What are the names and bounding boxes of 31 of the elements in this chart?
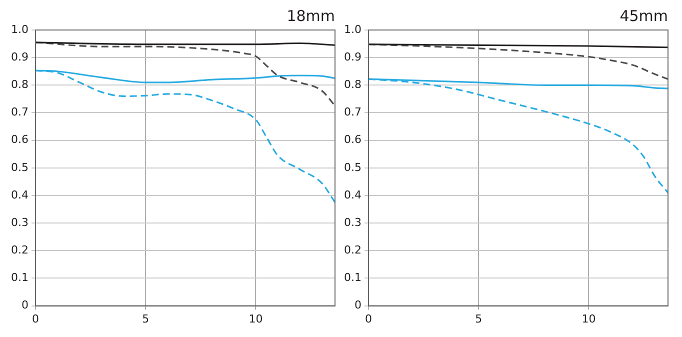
y-tick-label: 1.0: [10, 22, 28, 36]
y-tick-label: 0.7: [10, 106, 28, 119]
y-tick-label: 0.7: [344, 106, 362, 119]
y-tick-label: 0.6: [344, 133, 362, 146]
x-tick-label: 5: [142, 312, 150, 326]
y-tick-label: 1.0: [344, 22, 362, 36]
x-tick-label: 0: [364, 312, 372, 326]
y-tick-label: 0.4: [344, 188, 362, 202]
chart-title: 18mm: [286, 6, 335, 25]
y-tick-label: 0.9: [10, 50, 28, 64]
y-tick-label: 0.4: [10, 188, 28, 202]
y-tick-label: 0: [21, 298, 28, 312]
y-tick-label: 0.5: [344, 160, 362, 174]
y-tick-label: 0: [354, 298, 362, 312]
line-series: [35, 42, 335, 107]
y-tick-label: 0.8: [10, 78, 28, 92]
x-tick-label: 10: [582, 312, 596, 326]
y-tick-label: 0.5: [10, 160, 28, 174]
y-tick-label: 0.9: [344, 50, 362, 64]
x-tick-label: 0: [32, 312, 39, 326]
y-tick-label: 0.1: [10, 271, 28, 284]
y-tick-label: 0.2: [10, 244, 28, 256]
x-tick-label: 10: [248, 312, 263, 326]
y-tick-label: 0.2: [344, 244, 362, 256]
x-tick-label: 5: [475, 312, 482, 326]
chart-title: 45mm: [620, 6, 668, 25]
y-tick-label: 0.1: [344, 271, 362, 284]
y-tick-label: 0.8: [344, 78, 362, 92]
y-tick-label: 0.6: [10, 133, 28, 146]
y-tick-label: 0.3: [344, 216, 362, 229]
y-tick-label: 0.3: [10, 216, 28, 229]
